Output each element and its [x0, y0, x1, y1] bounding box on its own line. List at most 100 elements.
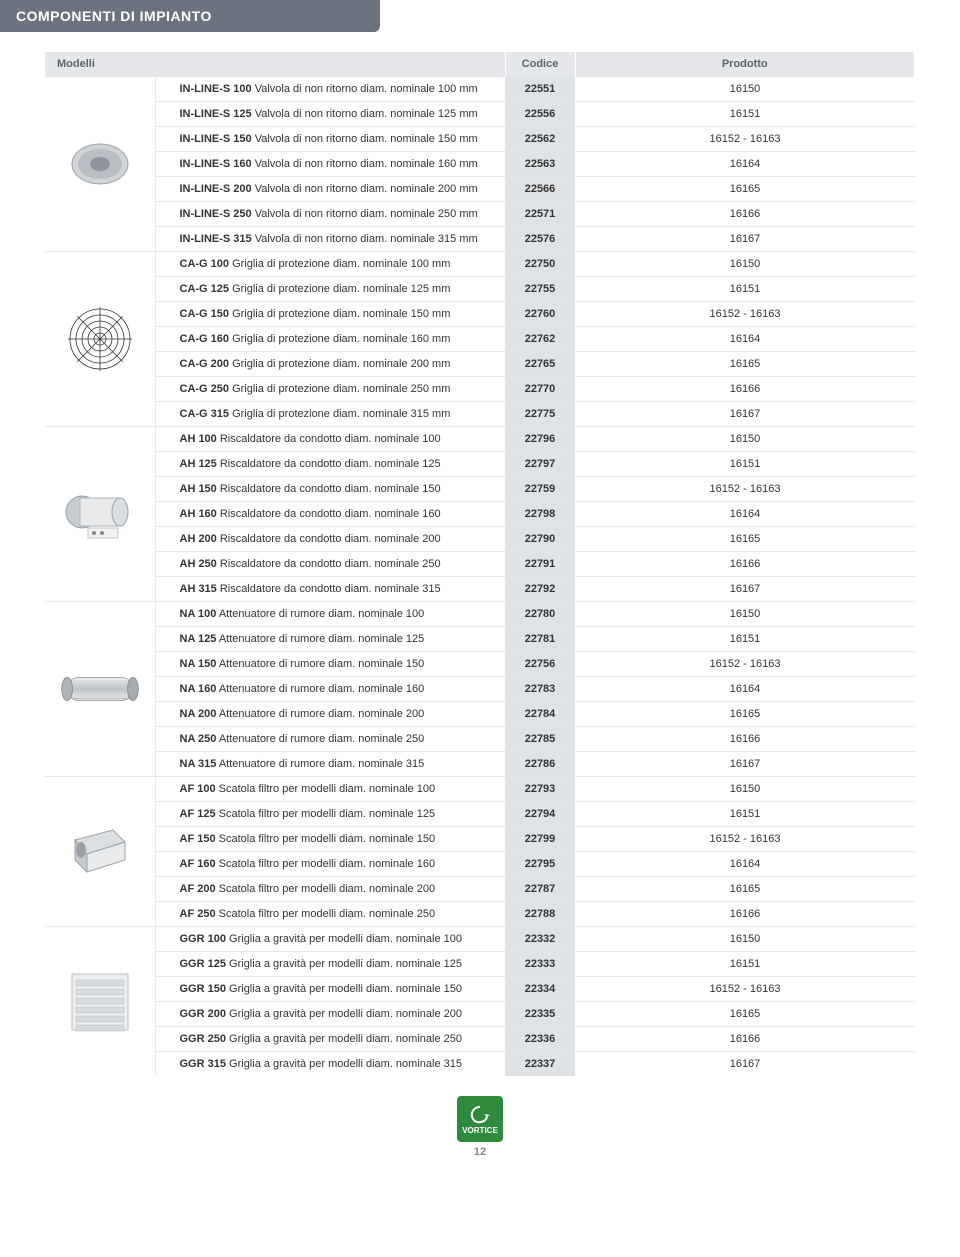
model-desc: Griglia di protezione diam. nominale 250…: [229, 383, 450, 395]
model-cell: AF 160 Scatola filtro per modelli diam. …: [155, 852, 505, 877]
code-cell: 22333: [505, 952, 575, 977]
model-cell: AF 250 Scatola filtro per modelli diam. …: [155, 902, 505, 927]
model-code: NA 315: [180, 758, 217, 770]
louvre-icon: [60, 967, 140, 1037]
model-cell: NA 100 Attenuatore di rumore diam. nomin…: [155, 602, 505, 627]
table-row: NA 150 Attenuatore di rumore diam. nomin…: [45, 652, 915, 677]
model-code: GGR 150: [180, 983, 226, 995]
model-code: AH 100: [180, 433, 217, 445]
model-desc: Griglia di protezione diam. nominale 200…: [229, 358, 450, 370]
code-cell: 22760: [505, 302, 575, 327]
model-cell: IN-LINE-S 200 Valvola di non ritorno dia…: [155, 177, 505, 202]
table-row: NA 250 Attenuatore di rumore diam. nomin…: [45, 727, 915, 752]
model-code: GGR 200: [180, 1008, 226, 1020]
model-desc: Griglia a gravità per modelli diam. nomi…: [226, 958, 462, 970]
table-row: NA 125 Attenuatore di rumore diam. nomin…: [45, 627, 915, 652]
product-cell: 16166: [575, 202, 915, 227]
model-desc: Scatola filtro per modelli diam. nominal…: [216, 883, 436, 895]
model-desc: Riscaldatore da condotto diam. nominale …: [217, 483, 441, 495]
product-cell: 16166: [575, 377, 915, 402]
product-cell: 16150: [575, 77, 915, 102]
table-row: IN-LINE-S 250 Valvola di non ritorno dia…: [45, 202, 915, 227]
model-cell: AH 150 Riscaldatore da condotto diam. no…: [155, 477, 505, 502]
model-cell: AH 200 Riscaldatore da condotto diam. no…: [155, 527, 505, 552]
model-code: CA-G 150: [180, 308, 230, 320]
model-desc: Attenuatore di rumore diam. nominale 150: [216, 658, 424, 670]
model-cell: AH 125 Riscaldatore da condotto diam. no…: [155, 452, 505, 477]
model-desc: Griglia di protezione diam. nominale 125…: [229, 283, 450, 295]
table-row: CA-G 200 Griglia di protezione diam. nom…: [45, 352, 915, 377]
product-cell: 16151: [575, 102, 915, 127]
code-cell: 22784: [505, 702, 575, 727]
model-cell: IN-LINE-S 100 Valvola di non ritorno dia…: [155, 77, 505, 102]
product-cell: 16165: [575, 702, 915, 727]
code-cell: 22551: [505, 77, 575, 102]
model-code: AH 250: [180, 558, 217, 570]
model-desc: Scatola filtro per modelli diam. nominal…: [216, 908, 436, 920]
code-cell: 22785: [505, 727, 575, 752]
table-row: AH 200 Riscaldatore da condotto diam. no…: [45, 527, 915, 552]
code-cell: 22566: [505, 177, 575, 202]
table-row: AF 200 Scatola filtro per modelli diam. …: [45, 877, 915, 902]
page-number: 12: [0, 1146, 960, 1158]
product-cell: 16152 - 16163: [575, 977, 915, 1002]
model-code: GGR 100: [180, 933, 226, 945]
model-cell: IN-LINE-S 150 Valvola di non ritorno dia…: [155, 127, 505, 152]
model-cell: GGR 150 Griglia a gravità per modelli di…: [155, 977, 505, 1002]
model-cell: NA 315 Attenuatore di rumore diam. nomin…: [155, 752, 505, 777]
model-desc: Griglia a gravità per modelli diam. nomi…: [226, 1033, 462, 1045]
table-row: AH 315 Riscaldatore da condotto diam. no…: [45, 577, 915, 602]
code-cell: 22791: [505, 552, 575, 577]
model-cell: IN-LINE-S 125 Valvola di non ritorno dia…: [155, 102, 505, 127]
code-cell: 22332: [505, 927, 575, 952]
table-row: IN-LINE-S 150 Valvola di non ritorno dia…: [45, 127, 915, 152]
model-desc: Riscaldatore da condotto diam. nominale …: [217, 583, 441, 595]
model-desc: Scatola filtro per modelli diam. nominal…: [216, 858, 436, 870]
product-cell: 16165: [575, 527, 915, 552]
model-code: NA 150: [180, 658, 217, 670]
model-desc: Valvola di non ritorno diam. nominale 25…: [252, 208, 478, 220]
silencer-icon: [60, 654, 140, 724]
code-cell: 22556: [505, 102, 575, 127]
product-cell: 16167: [575, 577, 915, 602]
model-code: IN-LINE-S 315: [180, 233, 252, 245]
model-cell: IN-LINE-S 160 Valvola di non ritorno dia…: [155, 152, 505, 177]
model-code: IN-LINE-S 160: [180, 158, 252, 170]
product-cell: 16150: [575, 927, 915, 952]
grille-icon: [60, 304, 140, 374]
product-cell: 16151: [575, 952, 915, 977]
components-table-wrap: Modelli Codice Prodotto IN-LINE-S 100 Va…: [45, 52, 915, 1076]
table-row: NA 315 Attenuatore di rumore diam. nomin…: [45, 752, 915, 777]
product-cell: 16165: [575, 1002, 915, 1027]
model-cell: NA 160 Attenuatore di rumore diam. nomin…: [155, 677, 505, 702]
model-desc: Valvola di non ritorno diam. nominale 12…: [252, 108, 478, 120]
product-cell: 16151: [575, 452, 915, 477]
table-row: NA 100 Attenuatore di rumore diam. nomin…: [45, 602, 915, 627]
model-desc: Attenuatore di rumore diam. nominale 200: [216, 708, 424, 720]
model-code: AF 100: [180, 783, 216, 795]
model-code: GGR 315: [180, 1058, 226, 1070]
product-cell: 16165: [575, 177, 915, 202]
model-cell: AF 100 Scatola filtro per modelli diam. …: [155, 777, 505, 802]
product-cell: 16166: [575, 552, 915, 577]
table-row: IN-LINE-S 100 Valvola di non ritorno dia…: [45, 77, 915, 102]
model-cell: AF 200 Scatola filtro per modelli diam. …: [155, 877, 505, 902]
table-row: AH 125 Riscaldatore da condotto diam. no…: [45, 452, 915, 477]
table-row: NA 200 Attenuatore di rumore diam. nomin…: [45, 702, 915, 727]
code-cell: 22576: [505, 227, 575, 252]
model-code: GGR 250: [180, 1033, 226, 1045]
heater-icon: [60, 479, 140, 549]
code-cell: 22334: [505, 977, 575, 1002]
model-desc: Scatola filtro per modelli diam. nominal…: [216, 833, 436, 845]
table-row: CA-G 100 Griglia di protezione diam. nom…: [45, 252, 915, 277]
table-row: CA-G 125 Griglia di protezione diam. nom…: [45, 277, 915, 302]
col-code: Codice: [505, 52, 575, 77]
code-cell: 22765: [505, 352, 575, 377]
product-cell: 16152 - 16163: [575, 652, 915, 677]
model-desc: Riscaldatore da condotto diam. nominale …: [217, 533, 441, 545]
code-cell: 22792: [505, 577, 575, 602]
table-row: AH 250 Riscaldatore da condotto diam. no…: [45, 552, 915, 577]
code-cell: 22796: [505, 427, 575, 452]
code-cell: 22798: [505, 502, 575, 527]
model-cell: GGR 125 Griglia a gravità per modelli di…: [155, 952, 505, 977]
